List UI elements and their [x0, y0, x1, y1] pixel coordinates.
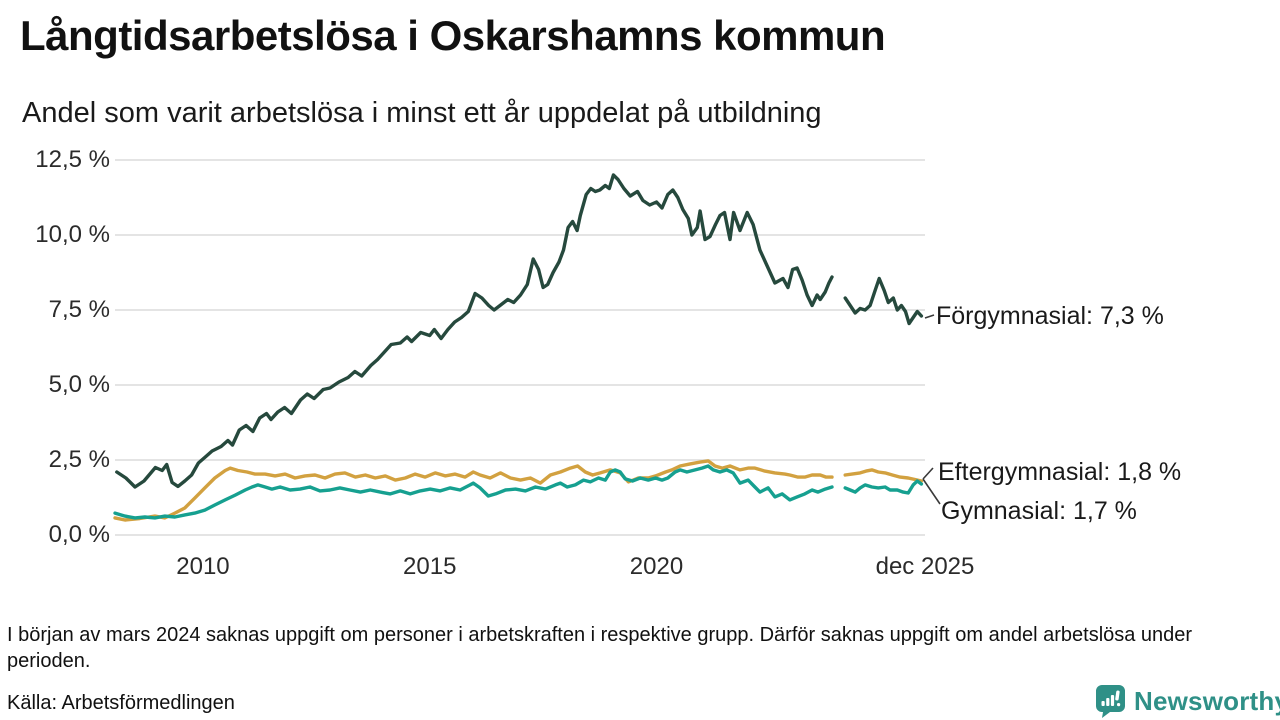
source-line: Källa: Arbetsförmedlingen: [7, 692, 235, 714]
x-tick-label: dec 2025: [875, 553, 975, 580]
y-tick-label: 0,0 %: [48, 521, 110, 548]
connector-eftergymnasial: [922, 467, 934, 480]
x-tick-label: 2010: [176, 553, 230, 580]
series-line-eftergymnasial: [113, 459, 834, 522]
series-annotation-eftergymnasial: Eftergymnasial: 1,8 %: [938, 458, 1182, 486]
series-line-eftergymnasial: [843, 468, 924, 483]
y-tick-label: 2,5 %: [48, 446, 110, 473]
series-annotation-gymnasial: Gymnasial: 1,7 %: [941, 497, 1137, 525]
gridlines: [115, 159, 925, 536]
series-line-forgymnasial: [843, 276, 924, 326]
brand-name: Newsworthy: [1134, 685, 1280, 716]
series-line-gymnasial: [113, 464, 834, 520]
chart-title: Långtidsarbetslösa i Oskarshamns kommun: [20, 12, 886, 59]
connector-gymnasial: [922, 478, 941, 505]
footnote: I början av mars 2024 saknas uppgift om …: [7, 624, 1193, 672]
y-tick-label: 12,5 %: [35, 146, 110, 173]
y-tick-label: 5,0 %: [48, 371, 110, 398]
x-tick-label: 2020: [629, 553, 684, 580]
series-lines: [113, 173, 924, 522]
connector-forgymnasial: [924, 314, 935, 319]
x-tick-label: 2015: [403, 553, 457, 580]
chart-subtitle: Andel som varit arbetslösa i minst ett å…: [22, 97, 822, 129]
y-tick-label: 10,0 %: [35, 221, 110, 248]
series-line-forgymnasial: [115, 173, 834, 489]
y-tick-label: 7,5 %: [48, 296, 110, 323]
series-annotation-forgymnasial: Förgymnasial: 7,3 %: [936, 302, 1164, 330]
brand-newsworthy: Newsworthy: [1094, 684, 1280, 718]
newsworthy-logo-icon: [1096, 685, 1125, 718]
annotation-connectors: [922, 314, 941, 505]
series-line-gymnasial: [843, 479, 924, 495]
